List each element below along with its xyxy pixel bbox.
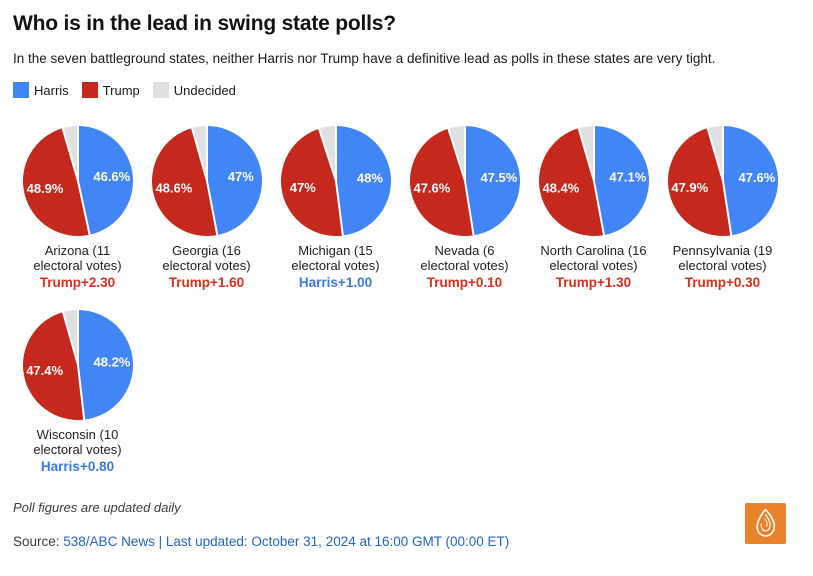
- trump-slice: [409, 128, 474, 237]
- slice-separator: [706, 127, 724, 182]
- trump-slice: [151, 128, 217, 237]
- legend-swatch: [13, 82, 29, 99]
- harris-slice: [722, 126, 778, 236]
- trump-percent-label: 48.9%: [26, 181, 63, 196]
- state-label: Pennsylvania (19 electoral votes): [672, 243, 773, 274]
- legend-swatch: [152, 82, 169, 99]
- legend-swatch: [81, 82, 98, 99]
- trump-slice: [538, 128, 604, 237]
- state-pie-card: 48.2% 47.4% Wisconsin (10 electoral votes) H…: [13, 310, 142, 474]
- state-pie-card: 47% 48.6% Georgia (16 electoral votes) Trump…: [142, 126, 271, 290]
- legend: Harris Trump Undecided: [13, 82, 800, 99]
- lead-label: Trump+0.10: [426, 275, 503, 291]
- slice-separator: [334, 180, 344, 236]
- harris-slice: [206, 126, 262, 236]
- harris-slice: [464, 126, 520, 236]
- pie-chart: 47.1% 48.4%: [538, 126, 649, 237]
- pie-chart: 46.6% 48.9%: [22, 126, 133, 237]
- state-pie-card: 47.5% 47.6% Nevada (6 electoral votes) Trump…: [400, 126, 529, 290]
- harris-slice: [335, 126, 391, 236]
- al-jazeera-flame-icon: [745, 503, 786, 544]
- trump-percent-label: 47%: [289, 180, 315, 195]
- lead-label: Trump+2.30: [39, 275, 116, 291]
- slice-separator: [76, 364, 85, 420]
- state-label: Nevada (6 electoral votes): [420, 243, 509, 274]
- harris-percent-label: 47.5%: [480, 170, 517, 185]
- trump-percent-label: 48.4%: [542, 180, 579, 195]
- pie-chart: 47.5% 47.6%: [409, 126, 520, 237]
- state-label: Arizona (11 electoral votes): [33, 243, 122, 274]
- lead-label: Trump+0.30: [684, 275, 761, 291]
- update-note: Poll figures are updated daily: [13, 500, 181, 516]
- lead-label: Harris+1.00: [298, 275, 373, 291]
- state-pie-card: 47.1% 48.4% North Carolina (16 electoral vo…: [529, 126, 658, 290]
- legend-label: Undecided: [173, 82, 236, 98]
- pie-chart: 47% 48.6%: [151, 126, 262, 237]
- lead-label: Trump+1.60: [168, 275, 245, 291]
- page-title: Who is in the lead in swing state polls?: [13, 12, 396, 35]
- slice-separator: [317, 128, 337, 182]
- state-label: Michigan (15 electoral votes): [291, 243, 380, 274]
- trump-percent-label: 47.6%: [413, 180, 450, 195]
- harris-percent-label: 47.1%: [609, 169, 646, 184]
- subtitle: In the seven battleground states, neithe…: [13, 51, 716, 67]
- harris-slice: [77, 126, 133, 235]
- pie-grid: 46.6% 48.9% Arizona (11 electoral votes) Tru…: [13, 126, 800, 474]
- trump-percent-label: 47.9%: [671, 180, 708, 195]
- al-jazeera-logo: [745, 503, 786, 544]
- slice-separator: [61, 127, 79, 182]
- source-line: Source: 538/ABC News | Last updated: Oct…: [13, 534, 800, 549]
- slice-separator: [61, 311, 79, 366]
- trump-percent-label: 47.4%: [26, 363, 63, 378]
- slice-separator: [205, 180, 218, 236]
- legend-label: Trump: [102, 82, 140, 98]
- harris-percent-label: 47%: [227, 169, 253, 184]
- pie-chart: 48% 47%: [280, 126, 391, 237]
- lead-label: Trump+1.30: [555, 275, 632, 291]
- harris-slice: [77, 310, 133, 420]
- infographic: Who is in the lead in swing state polls?…: [13, 12, 800, 549]
- harris-percent-label: 48%: [356, 170, 382, 185]
- legend-item-harris: Harris: [13, 82, 69, 99]
- state-label: Georgia (16 electoral votes): [162, 243, 251, 274]
- slice-separator: [463, 180, 475, 236]
- harris-slice: [593, 126, 649, 236]
- slice-separator: [76, 180, 91, 235]
- source-link[interactable]: 538/ABC News | Last updated: October 31,…: [63, 534, 510, 550]
- legend-label: Harris: [34, 82, 69, 98]
- pie-chart: 47.6% 47.9%: [667, 126, 778, 237]
- state-label: Wisconsin (10 electoral votes): [33, 427, 122, 458]
- legend-item-trump: Trump: [81, 82, 140, 99]
- trump-percent-label: 48.6%: [155, 180, 192, 195]
- harris-percent-label: 47.6%: [738, 170, 775, 185]
- slice-separator: [577, 127, 595, 182]
- lead-label: Harris+0.80: [40, 459, 115, 475]
- trump-slice: [22, 128, 90, 237]
- state-pie-card: 48% 47% Michigan (15 electoral votes) Harris…: [271, 126, 400, 290]
- harris-percent-label: 46.6%: [93, 169, 130, 184]
- pie-chart: 48.2% 47.4%: [22, 310, 133, 421]
- state-pie-card: 47.6% 47.9% Pennsylvania (19 electoral vote…: [658, 126, 787, 290]
- trump-slice: [22, 312, 84, 421]
- harris-percent-label: 48.2%: [93, 355, 130, 370]
- slice-separator: [592, 180, 605, 236]
- slice-separator: [446, 128, 466, 182]
- state-label: North Carolina (16 electoral votes): [540, 243, 647, 274]
- source-prefix: Source:: [13, 534, 64, 550]
- slice-separator: [190, 127, 208, 182]
- slice-separator: [721, 180, 732, 236]
- state-pie-card: 46.6% 48.9% Arizona (11 electoral votes) Tru…: [13, 126, 142, 290]
- legend-item-undecided: Undecided: [152, 82, 236, 99]
